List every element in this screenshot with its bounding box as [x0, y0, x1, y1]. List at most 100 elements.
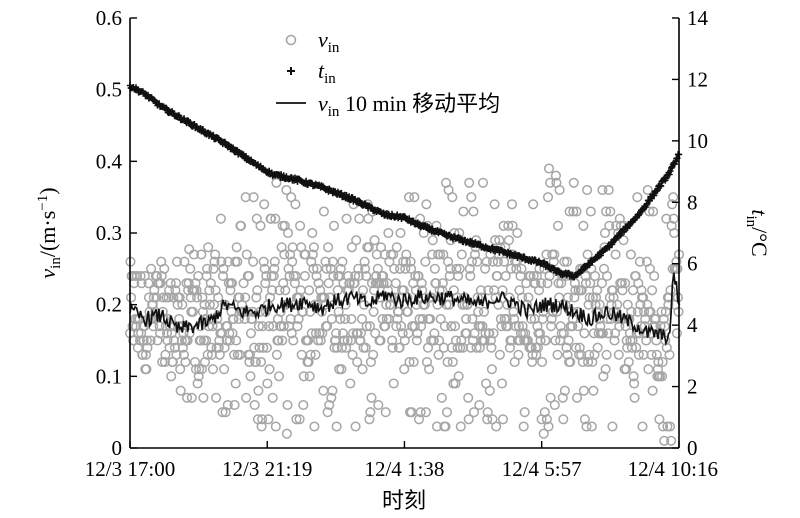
v-in-point: [269, 256, 280, 267]
v-in-point: [245, 328, 257, 339]
v-in-point: [661, 213, 672, 224]
v-in-point: [178, 349, 189, 360]
v-in-point: [387, 342, 398, 353]
v-in-point: [286, 328, 297, 339]
legend-marker-t-in: [287, 67, 295, 75]
v-in-point: [232, 256, 243, 267]
v-in-point: [331, 421, 342, 432]
v-in-point: [175, 364, 186, 375]
v-in-point: [473, 306, 484, 317]
v-in-point: [166, 371, 177, 382]
v-in-point: [226, 278, 238, 289]
v-in-point: [552, 349, 563, 360]
v-in-point: [192, 378, 203, 389]
v-in-point: [667, 199, 678, 210]
v-in-point: [549, 399, 560, 411]
moving-average-line: [129, 272, 680, 347]
v-in-point: [355, 328, 366, 339]
v-in-point: [308, 242, 319, 253]
t-in-point: [597, 252, 604, 259]
v-in-point: [567, 321, 578, 332]
v-in-point: [625, 249, 636, 260]
v-in-point: [321, 263, 332, 274]
v-in-point: [360, 263, 371, 274]
v-in-point: [372, 263, 383, 274]
left-tick-label: 0: [112, 436, 123, 460]
right-ticks: 0 2 4 6 8 10 12 14: [672, 6, 709, 460]
x-tick-label: 12/4 10:16: [628, 457, 718, 481]
v-in-point: [201, 335, 212, 346]
v-in-point: [416, 321, 427, 332]
v-in-point: [241, 249, 252, 260]
t-in-point: [586, 261, 593, 269]
v-in-point: [433, 349, 444, 360]
v-in-point: [620, 278, 631, 289]
t-in-point: [163, 105, 171, 113]
v-in-point: [303, 356, 314, 368]
v-in-point: [629, 378, 640, 389]
v-in-point: [574, 342, 585, 353]
v-in-point: [171, 349, 182, 360]
v-in-point: [341, 213, 352, 224]
left-tick-label: 0.2: [96, 293, 122, 317]
v-in-point: [335, 263, 346, 274]
v-in-point: [203, 242, 214, 253]
v-in-point: [269, 263, 280, 274]
v-in-point: [436, 392, 447, 403]
v-in-point: [253, 385, 264, 396]
v-in-point: [429, 328, 440, 339]
v-in-point: [471, 342, 482, 353]
v-in-point: [441, 407, 453, 418]
v-in-point: [369, 235, 380, 246]
v-in-point: [543, 421, 554, 432]
v-in-point: [273, 335, 284, 346]
v-in-point: [556, 278, 567, 289]
left-tick-label: 0.3: [96, 221, 122, 245]
v-in-point: [438, 249, 449, 260]
v-in-point: [535, 335, 546, 346]
v-in-point: [399, 364, 410, 375]
v-in-point: [518, 421, 529, 432]
v-in-point: [626, 306, 637, 317]
v-in-point: [582, 184, 593, 196]
v-in-point: [292, 321, 303, 332]
v-in-point: [289, 278, 300, 289]
v-in-point: [497, 285, 508, 296]
v-in-point: [636, 285, 647, 296]
v-in-point: [664, 421, 676, 432]
v-in-point: [249, 399, 260, 411]
v-in-point: [159, 263, 170, 274]
t-in-point: [368, 204, 375, 211]
v-in-point: [474, 399, 485, 411]
v-in-point: [519, 407, 530, 418]
v-in-point: [597, 184, 608, 196]
v-in-point: [658, 421, 669, 432]
v-in-point: [241, 392, 252, 403]
v-in-point: [155, 328, 166, 339]
v-in-point: [420, 256, 431, 267]
v-in-point: [282, 227, 294, 239]
v-in-point: [261, 342, 272, 353]
v-in-point: [653, 356, 664, 368]
v-in-point: [145, 335, 156, 346]
v-in-point: [641, 335, 652, 346]
v-in-point: [424, 364, 435, 375]
v-in-point: [304, 371, 315, 382]
v-in-point: [394, 342, 405, 353]
v-in-point: [198, 392, 209, 403]
v-in-point: [486, 364, 497, 375]
v-in-point: [597, 328, 608, 339]
v-in-point: [601, 349, 612, 360]
v-in-point: [579, 328, 590, 339]
v-in-point: [282, 399, 293, 411]
right-tick-label: 12: [687, 67, 708, 91]
v-in-point: [208, 263, 219, 274]
v-in-point: [465, 270, 476, 282]
v-in-point: [158, 292, 169, 303]
v-in-point: [278, 278, 289, 289]
left-tick-label: 0.1: [96, 364, 122, 388]
v-in-point: [311, 270, 322, 282]
v-in-point: [453, 270, 464, 282]
v-in-point: [176, 335, 187, 346]
v-in-point: [634, 256, 645, 267]
